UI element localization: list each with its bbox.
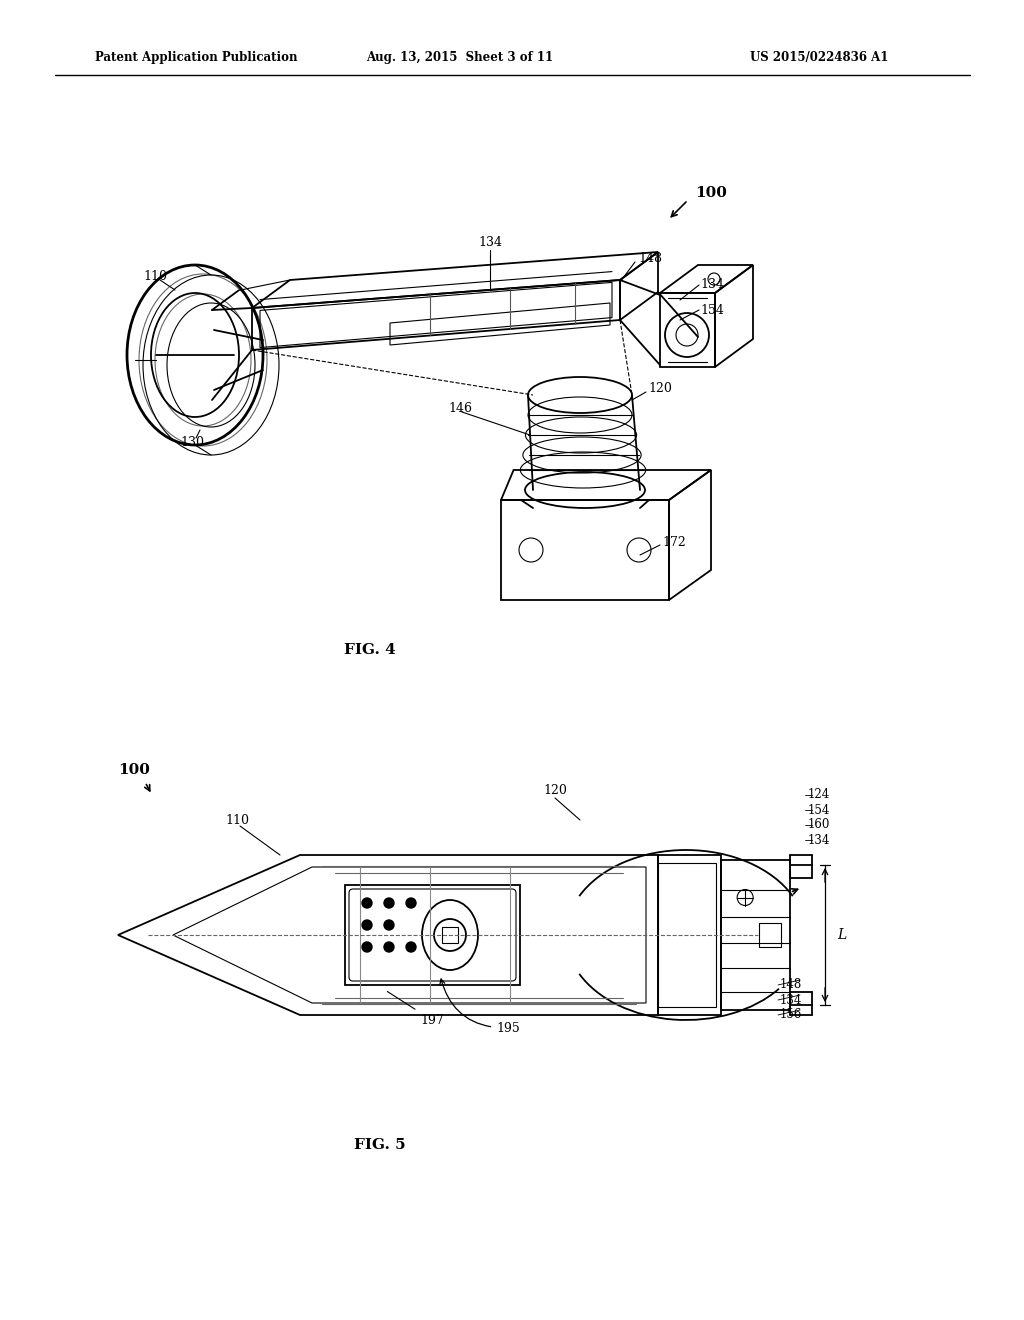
Text: 146: 146: [449, 401, 472, 414]
Text: 148: 148: [638, 252, 662, 264]
Bar: [345, 884, 520, 985]
Circle shape: [384, 920, 394, 931]
Text: 134: 134: [700, 279, 724, 292]
Text: FIG. 4: FIG. 4: [344, 643, 396, 657]
Text: 154: 154: [808, 804, 830, 817]
Circle shape: [384, 942, 394, 952]
Text: 100: 100: [695, 186, 727, 201]
Text: 160: 160: [808, 818, 830, 832]
Text: 134: 134: [478, 235, 502, 248]
Text: 156: 156: [780, 1008, 803, 1022]
Bar: [721, 861, 790, 1010]
Text: 100: 100: [118, 763, 150, 777]
Text: 148: 148: [780, 978, 802, 991]
Circle shape: [362, 920, 372, 931]
Text: 197: 197: [387, 991, 443, 1027]
Text: Patent Application Publication: Patent Application Publication: [95, 51, 298, 65]
Text: 134: 134: [808, 833, 830, 846]
Text: 134: 134: [780, 994, 803, 1006]
Text: Aug. 13, 2015  Sheet 3 of 11: Aug. 13, 2015 Sheet 3 of 11: [367, 51, 554, 65]
Text: FIG. 5: FIG. 5: [354, 1138, 406, 1152]
Text: 195: 195: [440, 979, 520, 1035]
Text: 130: 130: [180, 436, 204, 449]
Circle shape: [406, 898, 416, 908]
Text: 110: 110: [225, 813, 249, 826]
Bar: [759, 923, 781, 946]
Circle shape: [362, 942, 372, 952]
Text: 172: 172: [662, 536, 686, 549]
Circle shape: [362, 898, 372, 908]
Text: 124: 124: [808, 788, 830, 801]
Bar: [442, 927, 458, 942]
Text: 110: 110: [143, 271, 167, 284]
Text: 154: 154: [700, 304, 724, 317]
Text: 120: 120: [543, 784, 567, 796]
Text: L: L: [837, 928, 846, 942]
Circle shape: [384, 898, 394, 908]
Text: 120: 120: [648, 381, 672, 395]
Circle shape: [406, 942, 416, 952]
Text: US 2015/0224836 A1: US 2015/0224836 A1: [750, 51, 889, 65]
